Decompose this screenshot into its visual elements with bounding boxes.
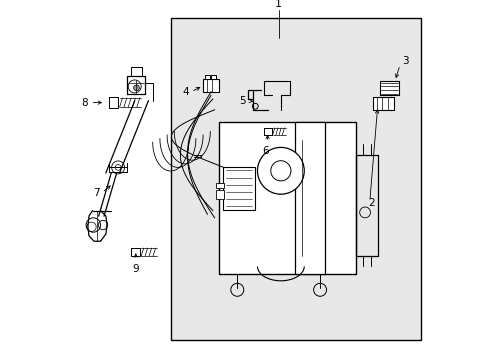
Bar — [373, 97, 393, 110]
Bar — [216, 183, 223, 189]
Text: 1: 1 — [275, 0, 282, 9]
Bar — [219, 122, 355, 274]
Circle shape — [133, 85, 139, 91]
Bar — [203, 79, 219, 92]
Bar — [211, 75, 215, 79]
Bar — [216, 190, 223, 199]
Bar — [379, 81, 399, 95]
Text: 5: 5 — [239, 96, 246, 106]
Text: 6: 6 — [262, 146, 268, 156]
Text: 9: 9 — [132, 264, 139, 274]
Bar — [294, 122, 325, 274]
Text: 3: 3 — [401, 56, 407, 66]
Text: 7: 7 — [93, 188, 99, 198]
Bar — [223, 167, 255, 210]
Bar — [204, 75, 209, 79]
Text: 8: 8 — [81, 98, 88, 108]
Bar — [170, 18, 420, 340]
Text: 2: 2 — [367, 198, 374, 208]
Text: 4: 4 — [182, 87, 188, 97]
Circle shape — [257, 147, 304, 194]
